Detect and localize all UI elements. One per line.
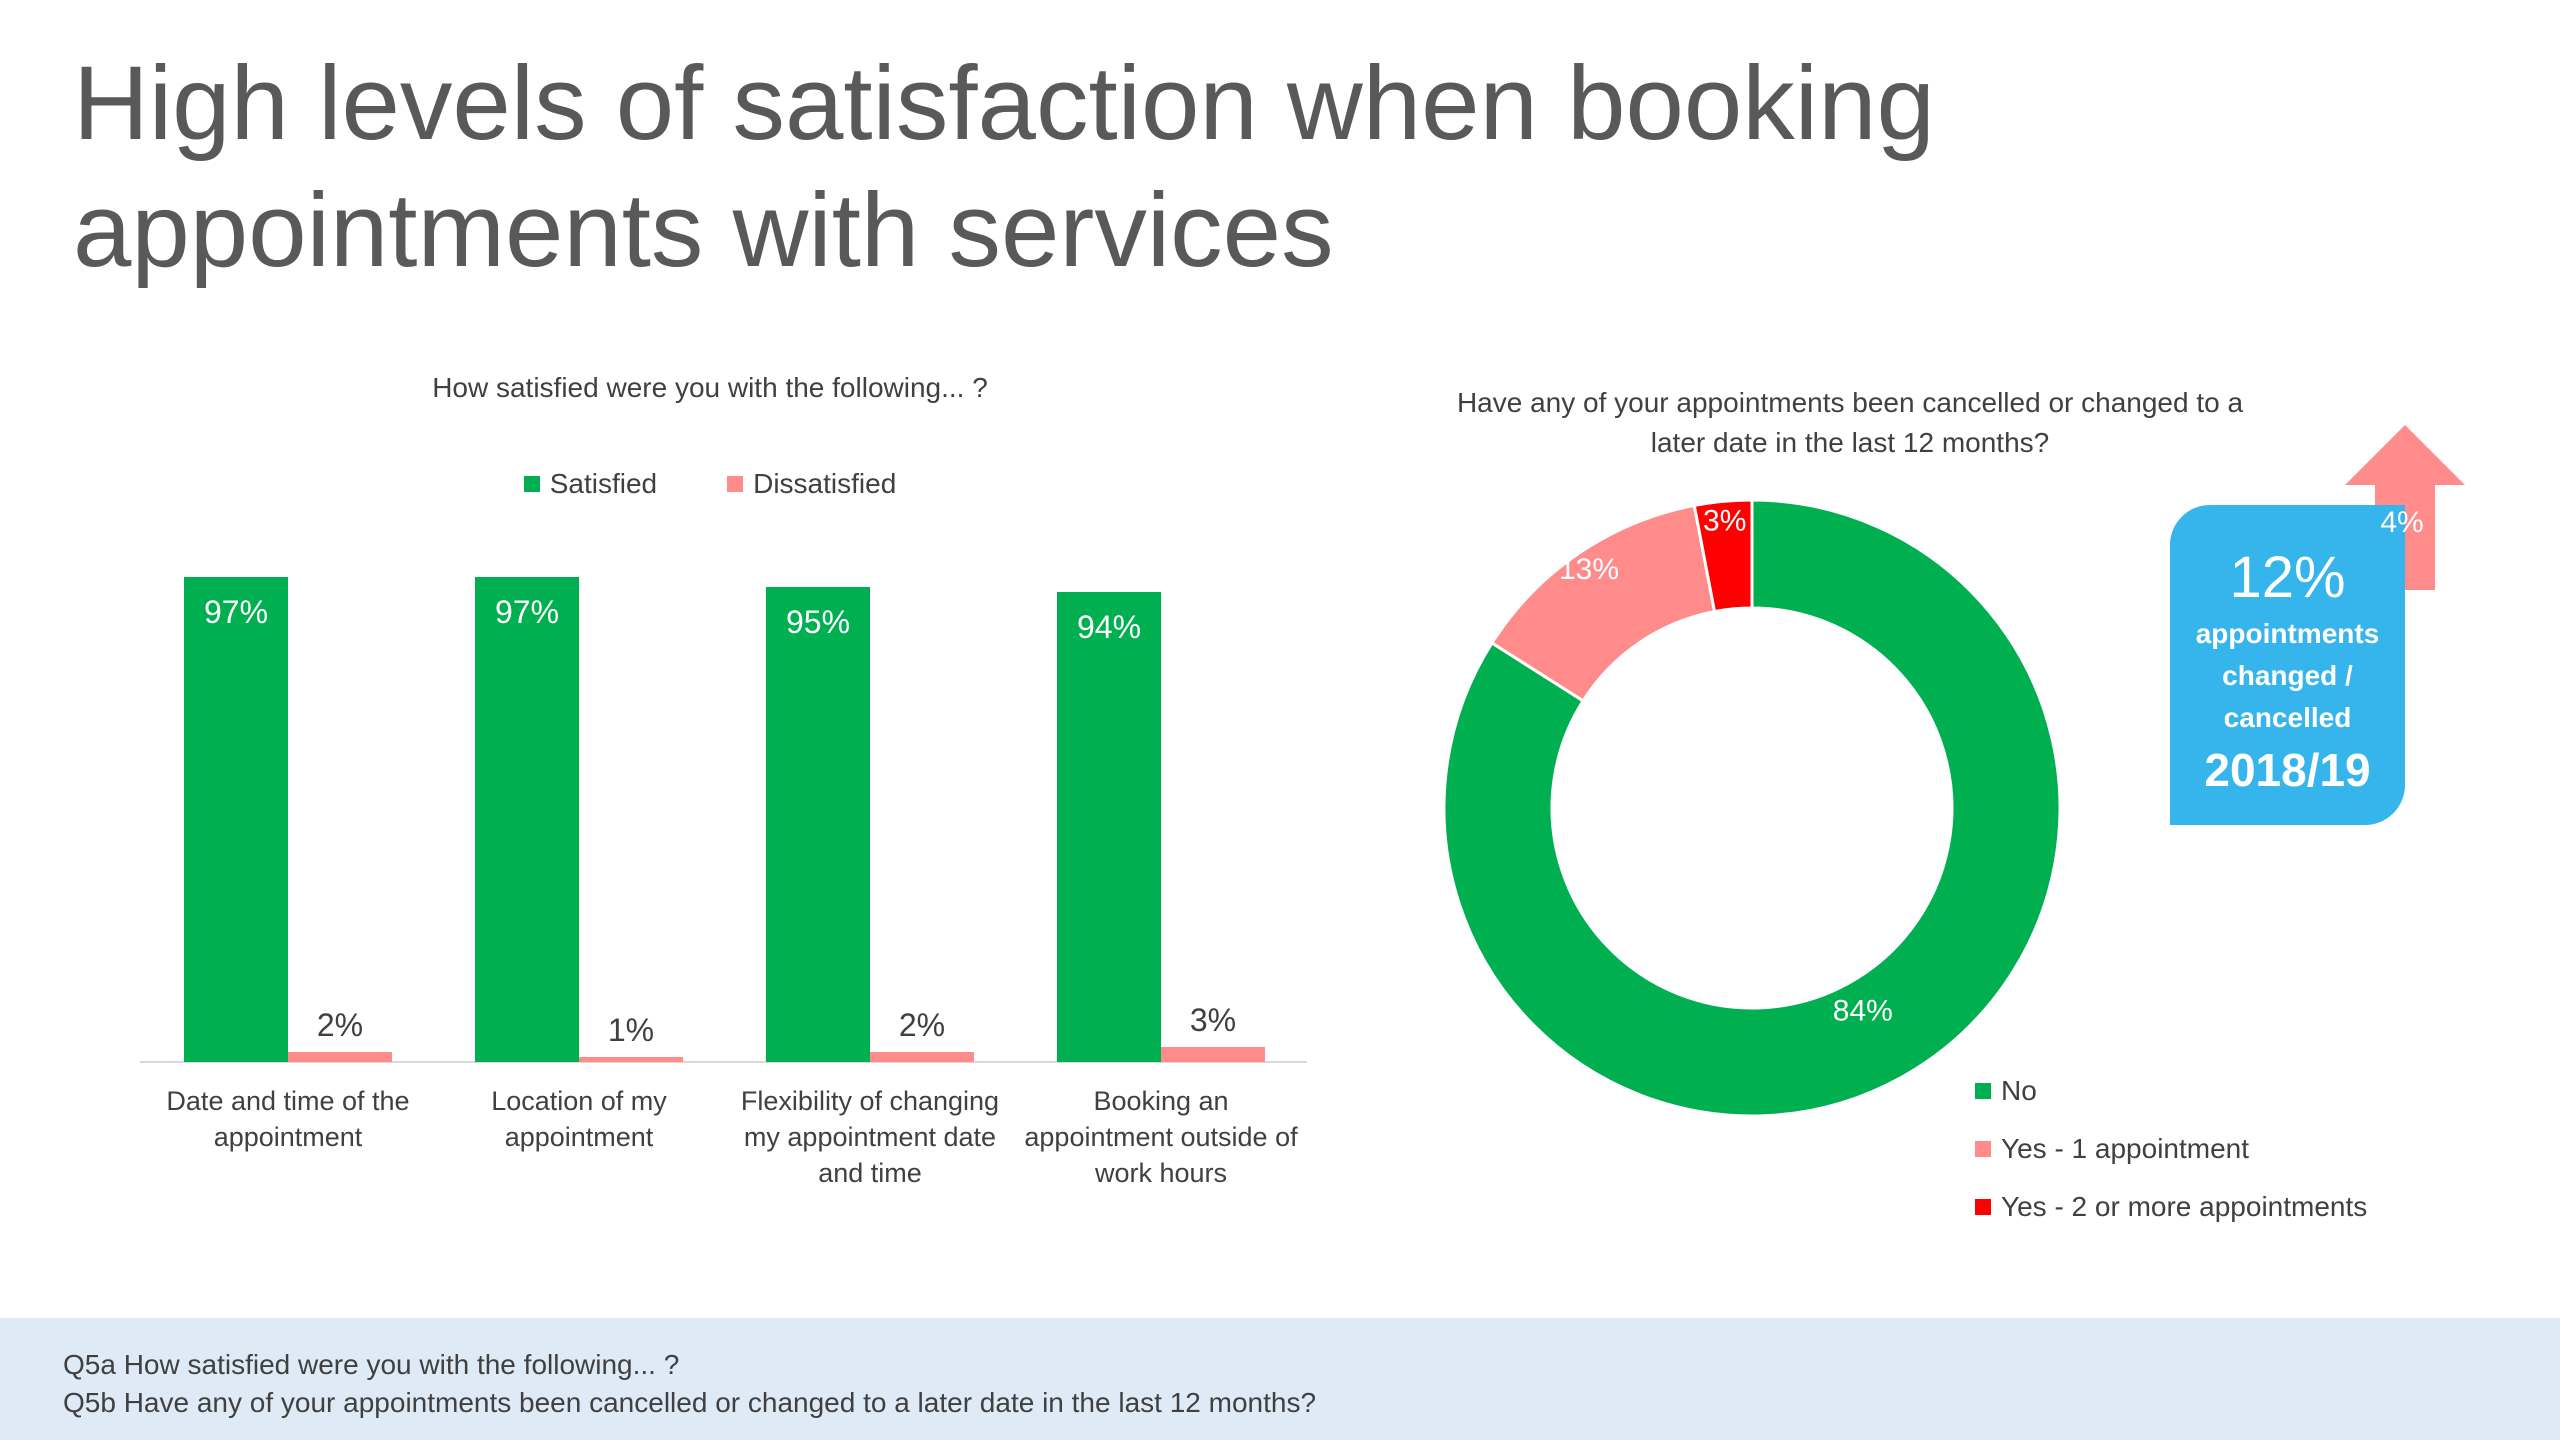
footer-note-2: Q5b Have any of your appointments been c… bbox=[63, 1387, 1317, 1418]
page-title: High levels of satisfaction when booking… bbox=[73, 40, 2073, 294]
legend-dissatisfied-swatch bbox=[727, 476, 744, 492]
legend-yes-1-swatch bbox=[1975, 1141, 1991, 1157]
satisfied-bar-2 bbox=[475, 577, 579, 1062]
legend-dissatisfied: Dissatisfied bbox=[727, 468, 896, 500]
category-label-3-line-1: Flexibility of changing bbox=[741, 1086, 999, 1116]
legend-yes-1-label: Yes - 1 appointment bbox=[2001, 1133, 2250, 1164]
donut-title-line-1: Have any of your appointments been cance… bbox=[1456, 387, 2244, 418]
category-label-4-line-1: Booking an bbox=[1093, 1086, 1228, 1116]
title-line-2: appointments with services bbox=[73, 172, 1334, 289]
callout-year: 2018/19 bbox=[2204, 744, 2371, 796]
satisfied-label-1: 97% bbox=[204, 594, 268, 630]
dissatisfied-label-2: 1% bbox=[608, 1012, 654, 1048]
satisfied-label-3: 95% bbox=[786, 604, 850, 640]
donut-legend: No Yes - 1 appointment Yes - 2 or more a… bbox=[1975, 1075, 2367, 1249]
dissatisfied-label-1: 2% bbox=[317, 1007, 363, 1043]
legend-satisfied-swatch bbox=[523, 476, 540, 492]
donut-label-yes-1: 13% bbox=[1559, 553, 1619, 586]
donut-label-yes-2: 3% bbox=[1703, 504, 1746, 537]
category-label-2-line-1: Location of my bbox=[491, 1086, 667, 1116]
legend-yes-2-swatch bbox=[1975, 1199, 1991, 1215]
dissatisfied-bar-1 bbox=[288, 1052, 392, 1062]
category-label-4-line-3: work hours bbox=[1094, 1158, 1227, 1188]
satisfied-label-4: 94% bbox=[1077, 609, 1141, 645]
category-label-1-line-1: Date and time of the bbox=[166, 1086, 409, 1116]
legend-dissatisfied-label: Dissatisfied bbox=[753, 468, 897, 499]
callout-box: 12% appointments changed / cancelled 201… bbox=[2170, 505, 2405, 825]
title-line-1: High levels of satisfaction when booking bbox=[73, 45, 1935, 162]
dissatisfied-bar-2 bbox=[579, 1057, 683, 1062]
callout-increase: 4% bbox=[2380, 506, 2424, 539]
dissatisfied-label-3: 2% bbox=[899, 1007, 945, 1043]
footer-note-1: Q5a How satisfied were you with the foll… bbox=[63, 1349, 680, 1380]
category-label-3-line-2: my appointment date bbox=[744, 1122, 996, 1152]
speech-notch-icon bbox=[2080, 1318, 2180, 1410]
legend-yes-2: Yes - 2 or more appointments bbox=[1975, 1191, 2367, 1223]
bar-chart-title: How satisfied were you with the followin… bbox=[432, 372, 988, 403]
satisfied-bar-3 bbox=[766, 587, 870, 1062]
callout-line-3: cancelled bbox=[2223, 702, 2352, 733]
legend-yes-2-label: Yes - 2 or more appointments bbox=[2001, 1191, 2368, 1222]
bar-chart-legend: Satisfied Dissatisfied bbox=[140, 468, 1280, 500]
callout-line-2: changed / bbox=[2222, 660, 2353, 691]
satisfied-bar-1 bbox=[184, 577, 288, 1062]
legend-satisfied-label: Satisfied bbox=[549, 468, 658, 499]
callout-line-1: appointments bbox=[2195, 618, 2380, 649]
category-label-3-line-3: and time bbox=[818, 1158, 922, 1188]
satisfied-label-2: 97% bbox=[495, 594, 559, 630]
dissatisfied-bar-4 bbox=[1161, 1047, 1265, 1062]
category-label-2-line-2: appointment bbox=[505, 1122, 654, 1152]
category-label-1-line-2: appointment bbox=[214, 1122, 363, 1152]
dissatisfied-bar-3 bbox=[870, 1052, 974, 1062]
footer-notes: Q5a How satisfied were you with the foll… bbox=[63, 1346, 1316, 1422]
callout-percent: 12% bbox=[2229, 545, 2346, 610]
dissatisfied-label-4: 3% bbox=[1190, 1002, 1236, 1038]
legend-yes-1: Yes - 1 appointment bbox=[1975, 1133, 2367, 1165]
legend-no: No bbox=[1975, 1075, 2367, 1107]
legend-no-label: No bbox=[2001, 1075, 2037, 1106]
satisfied-bar-4 bbox=[1057, 592, 1161, 1062]
category-label-4-line-2: appointment outside of bbox=[1024, 1122, 1298, 1152]
donut-title-line-2: later date in the last 12 months? bbox=[1650, 427, 2050, 458]
donut-label-no: 84% bbox=[1833, 995, 1893, 1028]
donut-slice-no bbox=[1442, 498, 2062, 1118]
donut-slice-yes-2 bbox=[1692, 498, 1754, 614]
legend-no-swatch bbox=[1975, 1083, 1991, 1099]
donut-chart-title: Have any of your appointments been cance… bbox=[1400, 383, 2300, 463]
legend-satisfied: Satisfied bbox=[523, 468, 658, 500]
